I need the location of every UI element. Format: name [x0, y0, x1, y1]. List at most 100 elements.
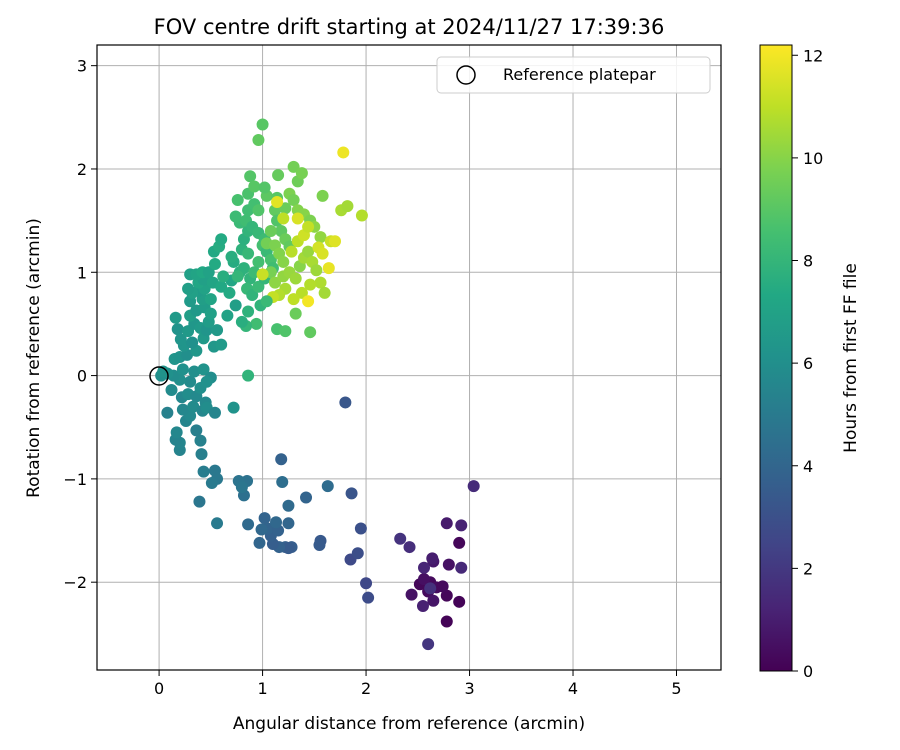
- scatter-point: [291, 212, 304, 225]
- scatter-point: [277, 212, 290, 225]
- scatter-point: [418, 573, 431, 586]
- scatter-point: [440, 615, 453, 628]
- y-axis-ticks: −2 −1 0 1 2 3: [63, 57, 97, 592]
- scatter-point: [313, 539, 326, 551]
- scatter-point: [165, 384, 178, 397]
- scatter-point: [295, 286, 308, 299]
- scatter-point: [256, 268, 269, 281]
- scatter-point: [354, 522, 367, 535]
- scatter-point: [252, 204, 265, 217]
- scatter-point: [200, 375, 213, 388]
- scatter-point: [237, 262, 250, 275]
- scatter-point: [426, 552, 439, 565]
- scatter-point: [194, 434, 207, 447]
- scatter-point: [282, 499, 295, 512]
- scatter-point: [171, 323, 184, 336]
- scatter-point: [285, 245, 298, 258]
- colorbar-tick-label: 0: [803, 662, 813, 681]
- scatter-point: [304, 278, 317, 291]
- scatter-point: [405, 588, 418, 601]
- scatter-point: [337, 146, 350, 159]
- scatter-point: [229, 299, 242, 312]
- scatter-point: [302, 220, 315, 233]
- scatter-point: [227, 401, 240, 414]
- scatter-point: [467, 480, 480, 493]
- scatter-point: [235, 481, 248, 494]
- scatter-point: [204, 307, 217, 320]
- colorbar-ticks: 0 2 4 6 8 10 12: [792, 46, 823, 681]
- scatter-point: [231, 193, 244, 206]
- scatter-point: [394, 532, 407, 545]
- scatter-point: [351, 547, 364, 560]
- scatter-point: [302, 245, 315, 258]
- scatter-point: [215, 338, 228, 351]
- scatter-point: [271, 196, 284, 209]
- scatter-point: [314, 231, 327, 244]
- scatter-point: [195, 448, 208, 461]
- scatter-point: [322, 262, 335, 275]
- x-tick-label: 3: [464, 679, 474, 698]
- scatter-point: [223, 286, 236, 299]
- data-points: [155, 118, 480, 651]
- colorbar-gradient: [760, 45, 792, 671]
- scatter-point: [253, 536, 266, 549]
- scatter-point: [181, 348, 194, 361]
- scatter-point: [197, 465, 210, 478]
- scatter-point: [215, 280, 228, 293]
- legend-box: [436, 56, 711, 94]
- y-tick-label: 3: [77, 57, 87, 76]
- scatter-point: [422, 638, 435, 651]
- scatter-point: [279, 325, 292, 338]
- y-tick-label: 0: [77, 367, 87, 386]
- scatter-point: [272, 169, 285, 182]
- scatter-point: [321, 480, 334, 493]
- scatter-point: [453, 595, 466, 608]
- scatter-point: [287, 293, 300, 306]
- colorbar-tick-label: 2: [803, 559, 813, 578]
- legend-open-circle-marker: [456, 65, 476, 85]
- scatter-point: [258, 181, 271, 194]
- scatter-point: [316, 247, 329, 260]
- scatter-point: [362, 591, 375, 604]
- scatter-point: [295, 167, 308, 180]
- scatter-point: [157, 365, 170, 378]
- scatter-point: [215, 233, 228, 246]
- x-tick-label: 4: [568, 679, 578, 698]
- y-tick-label: 2: [77, 160, 87, 179]
- scatter-point: [427, 594, 440, 607]
- scatter-point: [197, 363, 210, 376]
- scatter-point: [355, 209, 368, 222]
- legend-label: Reference platepar: [503, 65, 656, 84]
- colorbar-tick-label: 10: [803, 149, 823, 168]
- scatter-point: [252, 255, 265, 268]
- scatter-point: [416, 599, 429, 612]
- scatter-point: [176, 403, 189, 416]
- y-tick-label: −1: [63, 470, 87, 489]
- chart-title: FOV centre drift starting at 2024/11/27 …: [154, 15, 665, 39]
- scatter-point: [221, 309, 234, 322]
- scatter-point: [289, 272, 302, 285]
- scatter-point: [250, 317, 263, 330]
- scatter-point: [242, 247, 255, 260]
- x-tick-label: 2: [361, 679, 371, 698]
- scatter-point: [310, 264, 323, 277]
- scatter-point: [442, 558, 455, 571]
- scatter-point: [302, 295, 315, 308]
- colorbar-tick-label: 4: [803, 457, 813, 476]
- scatter-point: [258, 512, 271, 525]
- colorbar-tick-label: 6: [803, 354, 813, 373]
- scatter-point: [246, 289, 259, 301]
- scatter-point: [256, 118, 269, 131]
- colorbar-frame: [759, 44, 793, 672]
- scatter-point: [418, 561, 431, 574]
- scatter-point: [424, 582, 437, 595]
- scatter-point: [304, 326, 317, 339]
- reference-platepar-marker: [149, 366, 169, 386]
- scatter-point: [169, 311, 182, 324]
- scatter-point: [314, 276, 327, 289]
- scatter-point: [188, 365, 201, 378]
- scatter-point: [242, 518, 255, 531]
- scatter-point: [174, 333, 187, 346]
- scatter-point: [260, 295, 273, 308]
